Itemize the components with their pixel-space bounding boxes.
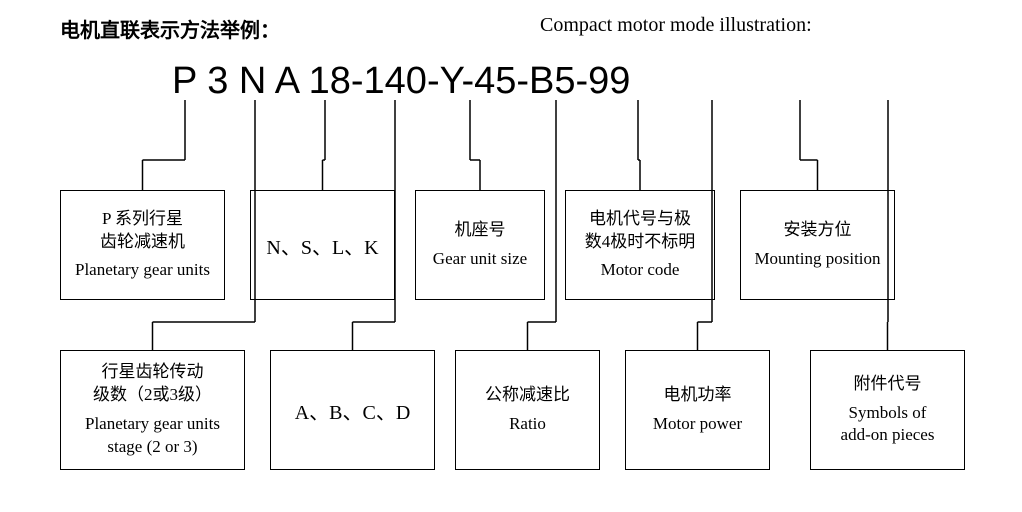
desc-box-140: 公称减速比 Ratio [455,350,600,470]
desc-cn: 机座号 [455,219,506,242]
title-en: Compact motor mode illustration: [540,14,812,37]
desc-en: Mounting position [754,248,880,271]
desc-cn: 安装方位 [784,219,852,242]
desc-cn: 电机代号与极数4极时不标明 [585,208,696,254]
desc-single: N、S、L、K [266,231,378,260]
desc-box-45: 电机功率 Motor power [625,350,770,470]
desc-box-A: A、B、C、D [270,350,435,470]
desc-box-Y: 电机代号与极数4极时不标明 Motor code [565,190,715,300]
desc-cn: 附件代号 [854,373,922,396]
desc-en: Planetary gear units [75,259,210,282]
desc-box-B5: 安装方位 Mounting position [740,190,895,300]
desc-en: Symbols ofadd-on pieces [841,402,935,448]
product-code: P 3 N A 18-140-Y-45-B5-99 [172,60,630,103]
desc-cn: 电机功率 [664,384,732,407]
desc-single: A、B、C、D [295,396,411,425]
desc-en: Gear unit size [433,248,527,271]
desc-en: Motor code [601,259,680,282]
desc-box-18: 机座号 Gear unit size [415,190,545,300]
desc-box-P: P 系列行星齿轮减速机 Planetary gear units [60,190,225,300]
desc-box-N: N、S、L、K [250,190,395,300]
title-cn: 电机直联表示方法举例： [60,14,280,43]
desc-cn: 公称减速比 [485,384,570,407]
desc-cn: 行星齿轮传动级数（2或3级） [93,361,212,407]
desc-box-99: 附件代号 Symbols ofadd-on pieces [810,350,965,470]
desc-en: Motor power [653,413,742,436]
desc-en: Planetary gear unitsstage (2 or 3) [85,413,220,459]
desc-box-3: 行星齿轮传动级数（2或3级） Planetary gear unitsstage … [60,350,245,470]
desc-en: Ratio [509,413,546,436]
desc-cn: P 系列行星齿轮减速机 [100,208,185,254]
